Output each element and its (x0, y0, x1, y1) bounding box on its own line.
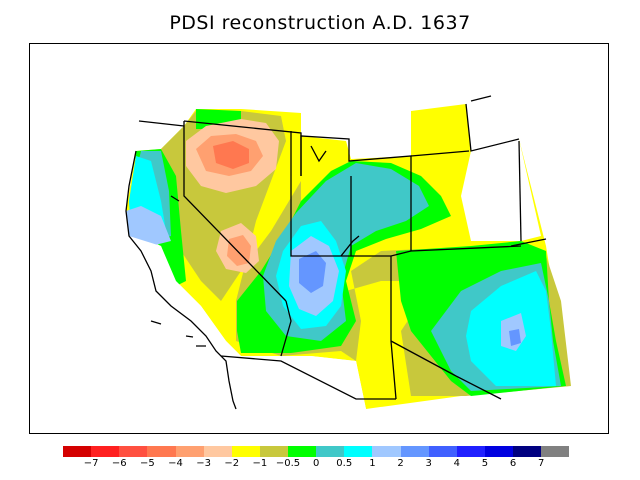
legend-swatch (63, 446, 92, 457)
region-no-data-coast (30, 236, 366, 409)
legend-swatch (231, 446, 260, 457)
legend-swatch (147, 446, 176, 457)
legend-swatch (203, 446, 232, 457)
region-no-data-east (461, 139, 541, 241)
legend-tick-label: 6 (509, 458, 517, 469)
region-light-blue (126, 206, 526, 351)
legend-swatch (316, 446, 345, 457)
legend-swatch (541, 446, 570, 457)
legend-swatch (428, 446, 457, 457)
legend-tick-label: 1 (369, 458, 376, 469)
legend-tick-label: 0.5 (336, 458, 353, 469)
legend-tick-label: −5 (140, 458, 155, 469)
map-title: PDSI reconstruction A.D. 1637 (169, 12, 471, 34)
legend-tick-label: −4 (168, 458, 183, 469)
map-panel (29, 43, 609, 434)
legend-tick-label: −2 (224, 458, 240, 469)
legend-tick-label: 0 (312, 458, 320, 469)
legend-swatch (456, 446, 485, 457)
legend-tick-label: 4 (453, 458, 460, 469)
legend-swatch (288, 446, 317, 457)
legend-tick-label: −0.5 (275, 458, 301, 469)
state-borders (138, 95, 547, 400)
region-salmon (196, 134, 263, 266)
coastline (125, 145, 360, 410)
region-teal (129, 151, 561, 391)
legend-tick-label: 2 (397, 458, 404, 469)
legend-tick-label: −7 (83, 458, 99, 469)
legend-swatch (400, 446, 429, 457)
legend-tick-labels: −7 −6 −5 −4 −3 −2 −1 −0.5 0 0.5 1 2 3 4 5 6 7 (0, 458, 640, 472)
legend-tick-label: −3 (196, 458, 211, 469)
legend-tick-label: −1 (252, 458, 268, 469)
legend-tick-label: 7 (537, 458, 545, 469)
legend-tick-label: 3 (425, 458, 432, 469)
color-legend (63, 446, 570, 457)
legend-swatch (484, 446, 513, 457)
legend-swatch (344, 446, 373, 457)
legend-swatch (175, 446, 204, 457)
legend-swatch (259, 446, 288, 457)
region-mid-blue (299, 251, 521, 346)
legend-swatch (119, 446, 148, 457)
region-orange (213, 141, 249, 169)
legend-swatch (372, 446, 401, 457)
legend-swatch (91, 446, 120, 457)
region-cyan (129, 156, 556, 386)
pdsi-map (30, 95, 571, 410)
legend-tick-label: 5 (481, 458, 489, 469)
legend-tick-label: −6 (111, 458, 127, 469)
legend-swatch (513, 446, 542, 457)
